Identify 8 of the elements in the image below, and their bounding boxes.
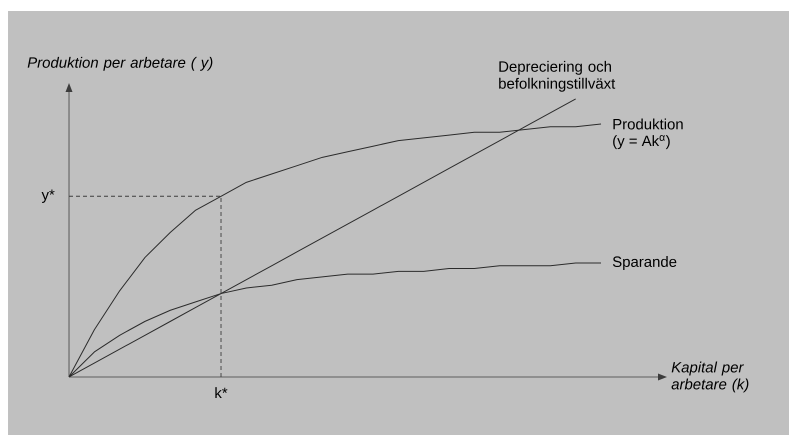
text: y*	[42, 190, 55, 203]
x-axis-title: Kapital per arbetare (k)	[672, 362, 748, 392]
annotation: (y = Ak$^{α}$)	[613, 135, 670, 150]
text: k*	[215, 387, 228, 398]
series-label: Sparande	[612, 256, 676, 270]
series-label: Produktion	[613, 118, 683, 130]
series-label: Depreciering och befolkningstillväxt	[499, 60, 616, 92]
y-axis-title: Produktion per arbetare ( y)	[28, 56, 212, 71]
